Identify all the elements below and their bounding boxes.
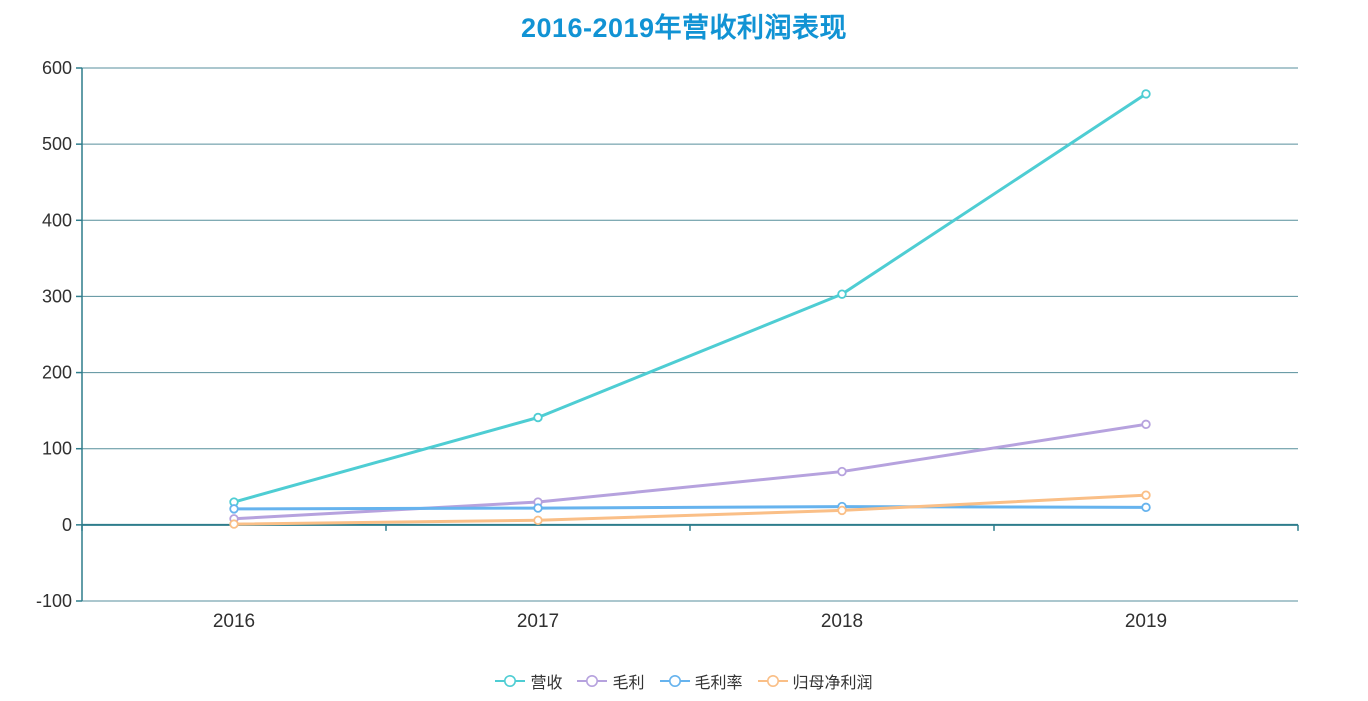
legend-item-net-profit[interactable]: 归母净利润 <box>757 669 873 693</box>
svg-text:-100: -100 <box>36 591 72 611</box>
svg-text:400: 400 <box>42 210 72 230</box>
svg-text:300: 300 <box>42 286 72 306</box>
chart-title: 2016-2019年营收利润表现 <box>520 13 848 43</box>
svg-text:2019: 2019 <box>1125 611 1167 632</box>
legend-marker-icon <box>757 675 788 687</box>
legend-marker-icon <box>659 675 690 687</box>
svg-text:500: 500 <box>42 134 72 154</box>
legend-item-revenue[interactable]: 营收 <box>495 669 562 693</box>
legend-label: 营收 <box>530 675 563 692</box>
legend-label: 毛利率 <box>694 675 743 692</box>
svg-text:0: 0 <box>62 515 72 535</box>
svg-text:600: 600 <box>42 58 72 78</box>
svg-text:2018: 2018 <box>821 611 863 632</box>
legend-item-gross-profit[interactable]: 毛利 <box>577 669 645 693</box>
legend-label: 毛利 <box>612 675 645 692</box>
legend-label: 归母净利润 <box>792 675 873 692</box>
legend-marker-icon <box>577 675 608 687</box>
svg-text:100: 100 <box>42 439 72 459</box>
chart-legend: 营收 毛利 毛利率 归母净利润 <box>0 669 1368 693</box>
svg-text:2017: 2017 <box>517 611 559 632</box>
svg-text:2016: 2016 <box>213 611 255 632</box>
svg-text:200: 200 <box>42 363 72 383</box>
legend-marker-icon <box>495 675 526 687</box>
legend-item-gross-margin[interactable]: 毛利率 <box>659 669 743 693</box>
